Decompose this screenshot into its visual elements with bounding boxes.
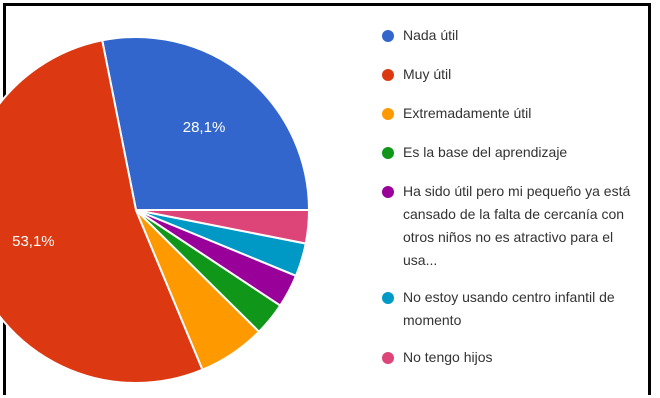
- pie-slice-muy-util[interactable]: [0, 39, 204, 384]
- pie-slice-nada-util[interactable]: [101, 36, 311, 211]
- legend-label: No tengo hijos: [403, 349, 493, 365]
- legend-item-no-tengo-hijos[interactable]: No tengo hijos: [382, 346, 650, 369]
- legend-swatch: [382, 147, 394, 159]
- legend-item-extremadamente-util[interactable]: Extremadamente útil: [382, 102, 650, 125]
- legend-label: Ha sido útil pero mi pequeño ya está can…: [403, 183, 631, 268]
- legend-swatch: [382, 352, 394, 364]
- legend-label: Extremadamente útil: [403, 105, 532, 121]
- legend-item-es-la-base-del-aprendizaje[interactable]: Es la base del aprendizaje: [382, 141, 650, 164]
- legend-swatch: [382, 292, 394, 304]
- slice-label-nada-util: 28,1%: [183, 119, 226, 136]
- legend-label: Es la base del aprendizaje: [403, 144, 568, 160]
- legend-item-nada-util[interactable]: Nada útil: [382, 24, 650, 47]
- legend-swatch: [382, 186, 394, 198]
- slice-label-muy-util: 53,1%: [12, 233, 55, 250]
- legend-swatch: [382, 30, 394, 42]
- legend-label: Muy útil: [403, 66, 452, 82]
- chart-legend: Nada útil Muy útil Extremadamente útil Es l…: [382, 24, 650, 385]
- legend-label: Nada útil: [403, 27, 459, 43]
- legend-label: No estoy usando centro infantil de momen…: [403, 289, 615, 328]
- pie-slice-no-tengo-hijos[interactable]: [135, 209, 311, 245]
- legend-item-muy-util[interactable]: Muy útil: [382, 63, 650, 86]
- legend-item-no-estoy-usando-centro-infantil-de-momen[interactable]: No estoy usando centro infantil de momen…: [382, 286, 650, 332]
- legend-swatch: [382, 108, 394, 120]
- legend-swatch: [382, 69, 394, 81]
- legend-item-ha-sido-util-pero-mi-pequeno-ya-esta-can[interactable]: Ha sido útil pero mi pequeño ya está can…: [382, 180, 650, 272]
